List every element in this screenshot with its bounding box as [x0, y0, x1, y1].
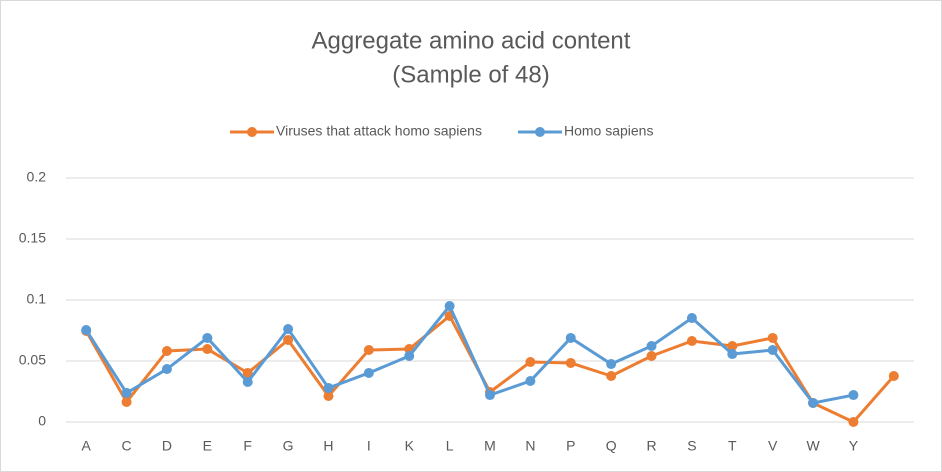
data-point [606, 359, 617, 370]
data-point [525, 356, 536, 367]
x-tick-label: E [203, 438, 212, 454]
series-line [84, 304, 854, 405]
data-point [404, 350, 415, 361]
data-point [323, 391, 334, 402]
x-tick-label: R [646, 438, 656, 454]
data-point [363, 345, 374, 356]
chart-subtitle: (Sample of 48) [392, 61, 549, 88]
data-point [363, 367, 374, 378]
data-point [646, 350, 657, 361]
legend-marker [534, 127, 545, 137]
data-point [767, 345, 778, 356]
data-point [202, 344, 213, 355]
data-point [686, 313, 697, 324]
data-point [242, 367, 253, 378]
x-tick-label: M [484, 438, 496, 454]
legend-label: Homo sapiens [564, 123, 654, 139]
x-tick-label: K [405, 438, 415, 454]
x-tick-label: N [525, 438, 535, 454]
data-point [283, 324, 294, 335]
x-tick-label: S [687, 438, 696, 454]
data-point [686, 335, 697, 346]
data-point [161, 364, 172, 375]
x-tick-label: C [122, 438, 132, 454]
data-point [161, 345, 172, 356]
legend-marker [247, 127, 257, 137]
x-tick-label: H [323, 438, 333, 454]
data-point [121, 396, 132, 407]
x-tick-label: G [283, 438, 294, 454]
data-point [888, 371, 899, 382]
data-point [565, 332, 576, 343]
data-point [767, 332, 778, 343]
data-point [848, 390, 859, 401]
data-point [323, 382, 334, 393]
y-tick-label: 0.15 [19, 230, 46, 246]
data-point [525, 376, 536, 387]
data-point [646, 340, 657, 351]
x-tick-label: F [243, 438, 252, 454]
data-point [485, 390, 495, 401]
data-point [81, 325, 92, 336]
legend-label: Viruses that attack homo sapiens [276, 123, 482, 139]
y-tick-label: 0.1 [27, 291, 47, 307]
x-tick-label: V [768, 438, 778, 454]
data-point [242, 376, 253, 387]
x-tick-label: I [367, 438, 371, 454]
y-tick-label: 0.2 [27, 169, 47, 185]
data-point [808, 397, 819, 408]
data-point [565, 357, 576, 368]
x-tick-label: Y [849, 438, 859, 454]
data-point [283, 335, 294, 346]
data-point [606, 371, 617, 382]
data-point [121, 387, 132, 398]
data-point [727, 349, 738, 360]
data-point [202, 332, 213, 343]
x-tick-label: D [162, 438, 172, 454]
y-tick-label: 0 [38, 413, 46, 429]
x-tick-label: W [806, 438, 820, 454]
x-tick-label: Q [606, 438, 617, 454]
y-tick-label: 0.05 [19, 352, 46, 368]
x-tick-label: A [82, 438, 92, 454]
data-point [848, 417, 859, 427]
x-tick-label: T [728, 438, 737, 454]
x-tick-label: L [446, 438, 454, 454]
data-point [444, 300, 455, 311]
x-tick-label: P [566, 438, 575, 454]
chart-title: Aggregate amino acid content [312, 27, 631, 54]
data-point [727, 340, 738, 351]
